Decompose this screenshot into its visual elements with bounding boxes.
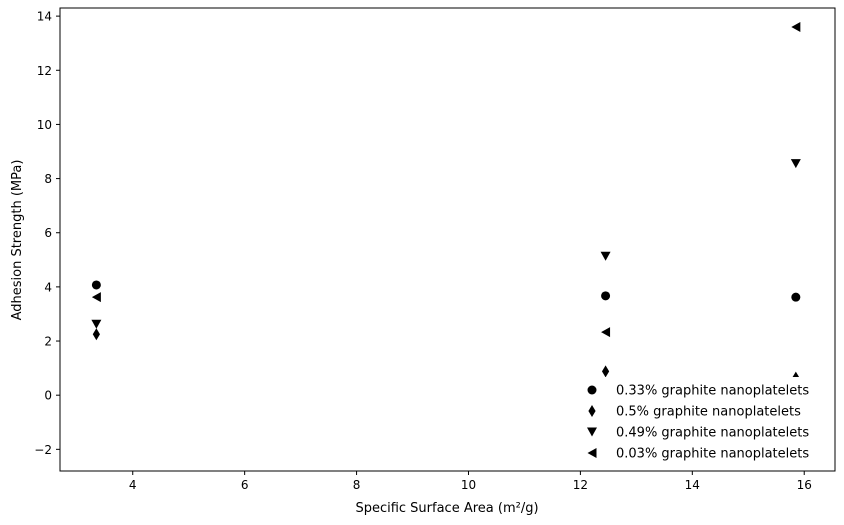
x-tick-label: 14 xyxy=(685,478,700,492)
legend-box xyxy=(580,377,828,463)
data-point-series-2 xyxy=(92,328,100,341)
data-point-series-4 xyxy=(91,292,101,303)
x-tick-label: 6 xyxy=(241,478,249,492)
legend-marker xyxy=(587,385,597,395)
x-tick-label: 16 xyxy=(797,478,812,492)
y-tick-label: 12 xyxy=(37,64,52,78)
data-point-series-1 xyxy=(791,292,801,302)
data-point-series-3 xyxy=(790,159,801,169)
y-tick-label: 2 xyxy=(44,335,52,349)
y-tick-label: 0 xyxy=(44,389,52,403)
x-tick-label: 12 xyxy=(573,478,588,492)
legend-label: 0.33% graphite nanoplatelets xyxy=(616,384,809,399)
legend-label: 0.49% graphite nanoplatelets xyxy=(616,426,809,441)
legend-marker xyxy=(587,427,597,437)
x-tick-label: 8 xyxy=(353,478,361,492)
legend: 0.33% graphite nanoplatelets 0.5% graphit… xyxy=(580,377,828,463)
data-point-series-4 xyxy=(601,327,611,338)
data-point-series-1 xyxy=(91,280,101,290)
y-tick-label: 6 xyxy=(44,226,52,240)
x-tick-label: 4 xyxy=(129,478,137,492)
data-point-series-3 xyxy=(91,319,102,329)
data-point-series-2 xyxy=(601,365,610,378)
data-point-series-1 xyxy=(601,291,611,301)
data-points xyxy=(91,21,801,384)
y-tick-label: 4 xyxy=(44,280,52,294)
data-point-series-3 xyxy=(600,251,611,261)
y-tick-label: 8 xyxy=(44,172,52,186)
legend-marker xyxy=(587,448,597,458)
data-point-series-4 xyxy=(791,21,801,32)
plot-frame xyxy=(59,7,836,472)
legend-label: 0.5% graphite nanoplatelets xyxy=(616,405,801,420)
y-tick-label: −2 xyxy=(34,443,52,457)
x-tick-label: 10 xyxy=(461,478,476,492)
x-axis-label: Specific Surface Area (m²/g) xyxy=(355,501,538,516)
legend-marker xyxy=(588,405,596,417)
y-tick-label: 10 xyxy=(37,118,52,132)
y-tick-label: 14 xyxy=(37,10,52,24)
legend-label: 0.03% graphite nanoplatelets xyxy=(616,447,809,462)
axis-ticks: 4 6 8 10 12 14 16 −2 0 2 4 6 8 10 12 14 xyxy=(34,10,812,492)
y-axis-label: Adhesion Strength (MPa) xyxy=(10,160,25,321)
